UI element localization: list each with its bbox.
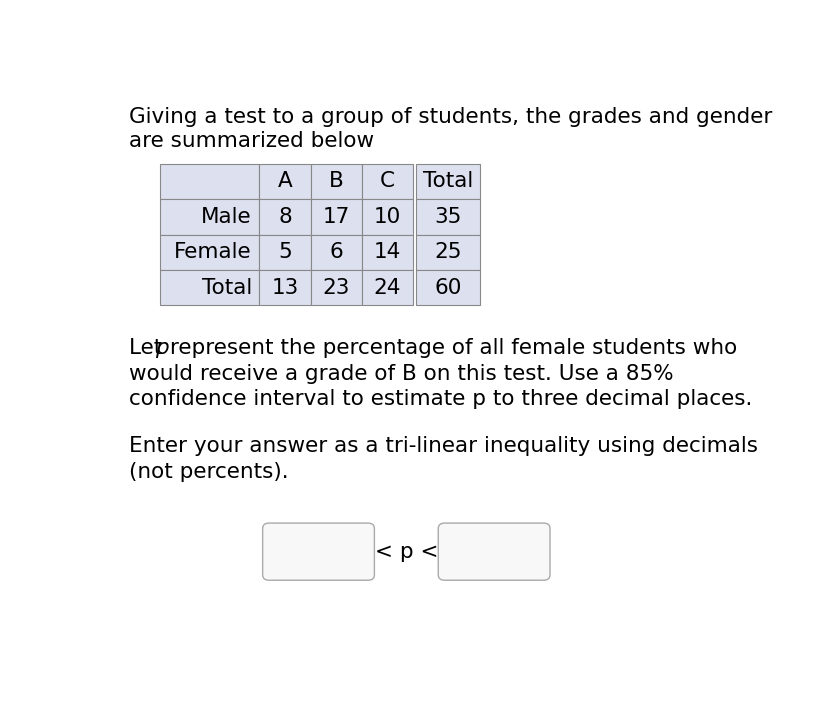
Bar xyxy=(416,270,480,305)
Text: < p <: < p < xyxy=(375,542,438,561)
FancyBboxPatch shape xyxy=(438,523,550,580)
Bar xyxy=(161,270,260,305)
Text: 23: 23 xyxy=(322,278,349,298)
Bar xyxy=(311,199,362,235)
Bar xyxy=(362,164,413,199)
Text: A: A xyxy=(278,172,293,192)
Text: 5: 5 xyxy=(279,243,292,262)
Text: Female: Female xyxy=(174,243,252,262)
Text: confidence interval to estimate p to three decimal places.: confidence interval to estimate p to thr… xyxy=(129,389,752,409)
Bar xyxy=(161,199,260,235)
Bar xyxy=(362,199,413,235)
Text: 60: 60 xyxy=(434,278,461,298)
Text: Male: Male xyxy=(201,207,252,227)
Text: Total: Total xyxy=(202,278,252,298)
Text: Let: Let xyxy=(129,338,169,358)
Bar xyxy=(161,164,260,199)
Text: (not percents).: (not percents). xyxy=(129,462,288,481)
Bar xyxy=(416,235,480,270)
Text: 10: 10 xyxy=(373,207,400,227)
Bar xyxy=(311,164,362,199)
Bar xyxy=(161,235,260,270)
Text: 14: 14 xyxy=(373,243,400,262)
Bar xyxy=(416,199,480,235)
Text: represent the percentage of all female students who: represent the percentage of all female s… xyxy=(163,338,737,358)
Text: 13: 13 xyxy=(271,278,298,298)
Text: are summarized below: are summarized below xyxy=(129,131,373,151)
Bar xyxy=(260,235,311,270)
Text: 17: 17 xyxy=(322,207,349,227)
Bar xyxy=(362,270,413,305)
Text: 8: 8 xyxy=(279,207,292,227)
Text: B: B xyxy=(329,172,344,192)
Text: Total: Total xyxy=(423,172,473,192)
Text: would receive a grade of B on this test. Use a 85%: would receive a grade of B on this test.… xyxy=(129,363,673,384)
Text: Giving a test to a group of students, the grades and gender: Giving a test to a group of students, th… xyxy=(129,107,772,127)
Text: 24: 24 xyxy=(373,278,401,298)
Text: Enter your answer as a tri-linear inequality using decimals: Enter your answer as a tri-linear inequa… xyxy=(129,436,757,456)
Text: p: p xyxy=(156,338,169,358)
Bar xyxy=(260,164,311,199)
FancyBboxPatch shape xyxy=(263,523,374,580)
Bar xyxy=(260,270,311,305)
Text: C: C xyxy=(380,172,395,192)
Text: 25: 25 xyxy=(434,243,461,262)
Bar xyxy=(416,164,480,199)
Bar xyxy=(260,199,311,235)
Bar xyxy=(311,235,362,270)
Bar xyxy=(362,235,413,270)
Text: 6: 6 xyxy=(330,243,343,262)
Bar xyxy=(311,270,362,305)
Text: 35: 35 xyxy=(434,207,461,227)
